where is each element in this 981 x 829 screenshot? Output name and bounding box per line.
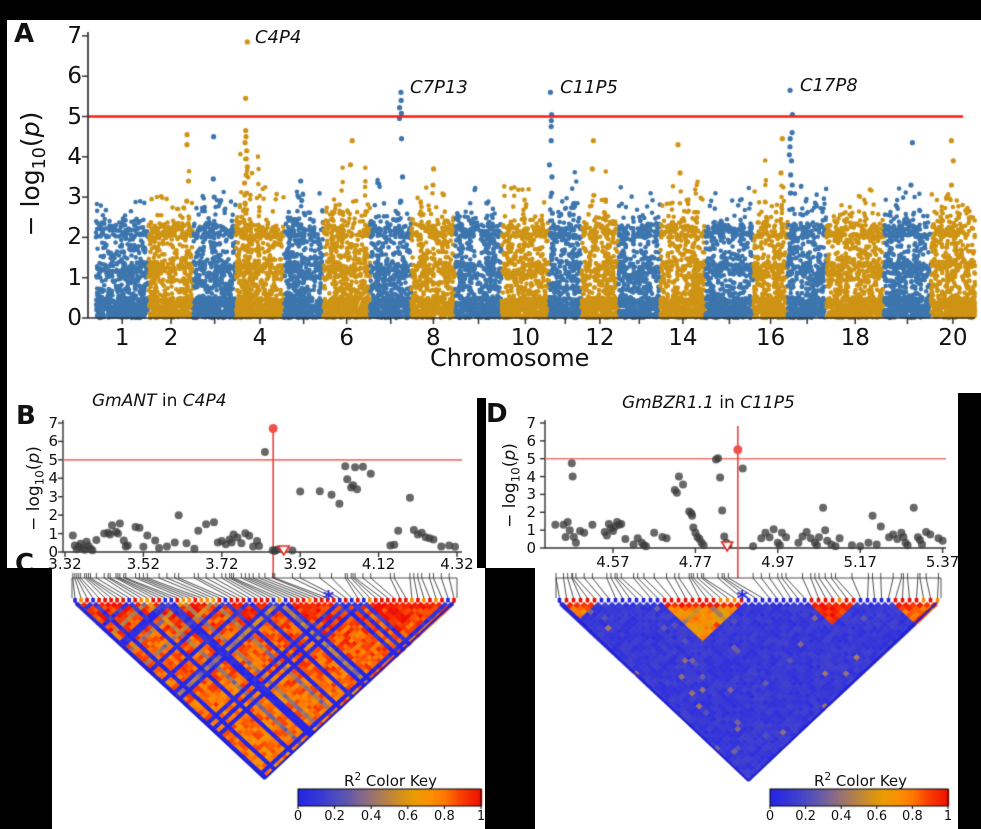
legend-tick-label: 0.8 [434, 809, 455, 824]
panel-d-title: GmBZR1.1 in C11P5 [622, 393, 795, 413]
legend-tick-label: 0.6 [397, 809, 419, 824]
y-tick-label: 0 [67, 305, 82, 331]
y-tick-label: 5 [48, 450, 58, 469]
x-tick-label: 3.52 [126, 555, 161, 573]
legend-tick-label: 1 [943, 809, 953, 824]
x-tick-label: 3.92 [283, 555, 317, 573]
y-tick-label: 7 [48, 413, 58, 432]
panel-b-regional-plot [20, 390, 470, 565]
chromosome-tick-label: 6 [339, 325, 354, 351]
y-tick-label: 7 [67, 22, 82, 49]
y-tick-label: 1 [67, 264, 82, 291]
y-tick-label: 3 [526, 485, 536, 504]
panel-d-regional-plot [495, 390, 950, 565]
legend-tick-label: 0 [293, 809, 303, 824]
y-tick-label: 1 [48, 524, 58, 543]
chromosome-tick-label: 18 [840, 325, 870, 351]
redaction-left-block [7, 568, 52, 829]
chromosome-tick-label: 2 [163, 325, 179, 351]
y-tick-label: 0 [526, 539, 536, 557]
peak-label: C17P8 [799, 75, 858, 97]
y-tick-label: 4 [48, 469, 58, 488]
x-tick-label: 3.32 [48, 555, 82, 573]
redaction-center-bar [477, 398, 486, 568]
chromosome-tick-label: 12 [585, 325, 615, 351]
redaction-left-strip [0, 20, 7, 829]
y-tick-label: 0 [48, 543, 58, 561]
redaction-top-strip [0, 0, 981, 20]
y-tick-label: 2 [48, 506, 58, 525]
legend-e-title: R2 Color Key [814, 771, 908, 790]
y-tick-label: 2 [526, 503, 536, 522]
peak-label: C7P13 [410, 77, 468, 99]
legend-tick-label: 0.2 [324, 809, 345, 824]
y-tick-label: 6 [526, 431, 536, 450]
legend-tick-label: 0.6 [866, 809, 888, 824]
panel-a-label: A [14, 19, 35, 49]
y-tick-label: 5 [67, 103, 82, 130]
redaction-right-strip [958, 393, 981, 829]
y-tick-label: 4 [526, 467, 536, 486]
panel-b-title: GmANT in C4P4 [92, 391, 227, 411]
panel-a-y-axis-label: − log10(p) [16, 111, 50, 237]
legend-c-title: R2 Color Key [344, 771, 438, 790]
chromosome-tick-label: 8 [426, 325, 441, 351]
y-tick-label: 5 [526, 449, 536, 468]
panel-a-x-axis-label: Chromosome [430, 344, 590, 372]
chromosome-tick-label: 1 [114, 325, 130, 351]
chromosome-tick-label: 10 [510, 325, 541, 351]
x-tick-label: 4.57 [596, 553, 630, 571]
x-tick-label: 4.77 [678, 553, 713, 571]
legend-tick-label: 1 [476, 809, 486, 824]
y-tick-label: 7 [526, 413, 536, 432]
chromosome-tick-label: 14 [668, 325, 698, 351]
redaction-center-block [485, 568, 535, 829]
peak-label: C4P4 [254, 26, 302, 48]
panel-d-label: D [486, 399, 508, 429]
y-tick-label: 3 [48, 487, 58, 506]
y-tick-label: 4 [67, 143, 82, 170]
y-tick-label: 3 [67, 184, 82, 211]
panel-b-label: B [16, 401, 36, 431]
legend-tick-label: 0 [765, 809, 775, 824]
y-tick-label: 2 [67, 224, 82, 251]
x-tick-label: 4.32 [440, 555, 474, 573]
peak-label: C11P5 [560, 77, 618, 99]
chromosome-tick-label: 20 [938, 325, 968, 351]
y-tick-label: 6 [48, 432, 58, 451]
chromosome-tick-label: 16 [755, 325, 786, 351]
x-tick-label: 4.12 [361, 555, 396, 573]
y-tick-label: 1 [526, 521, 536, 540]
x-tick-label: 5.17 [843, 553, 877, 571]
legend-tick-label: 0.4 [830, 809, 852, 824]
x-tick-label: 4.97 [761, 553, 795, 571]
x-tick-label: 3.72 [205, 555, 239, 573]
x-tick-label: 5.37 [925, 553, 960, 571]
y-tick-label: 6 [67, 63, 82, 90]
legend-tick-label: 0.4 [360, 809, 382, 824]
legend-tick-label: 0.8 [902, 809, 923, 824]
chromosome-tick-label: 4 [252, 325, 268, 351]
legend-tick-label: 0.2 [795, 809, 816, 824]
